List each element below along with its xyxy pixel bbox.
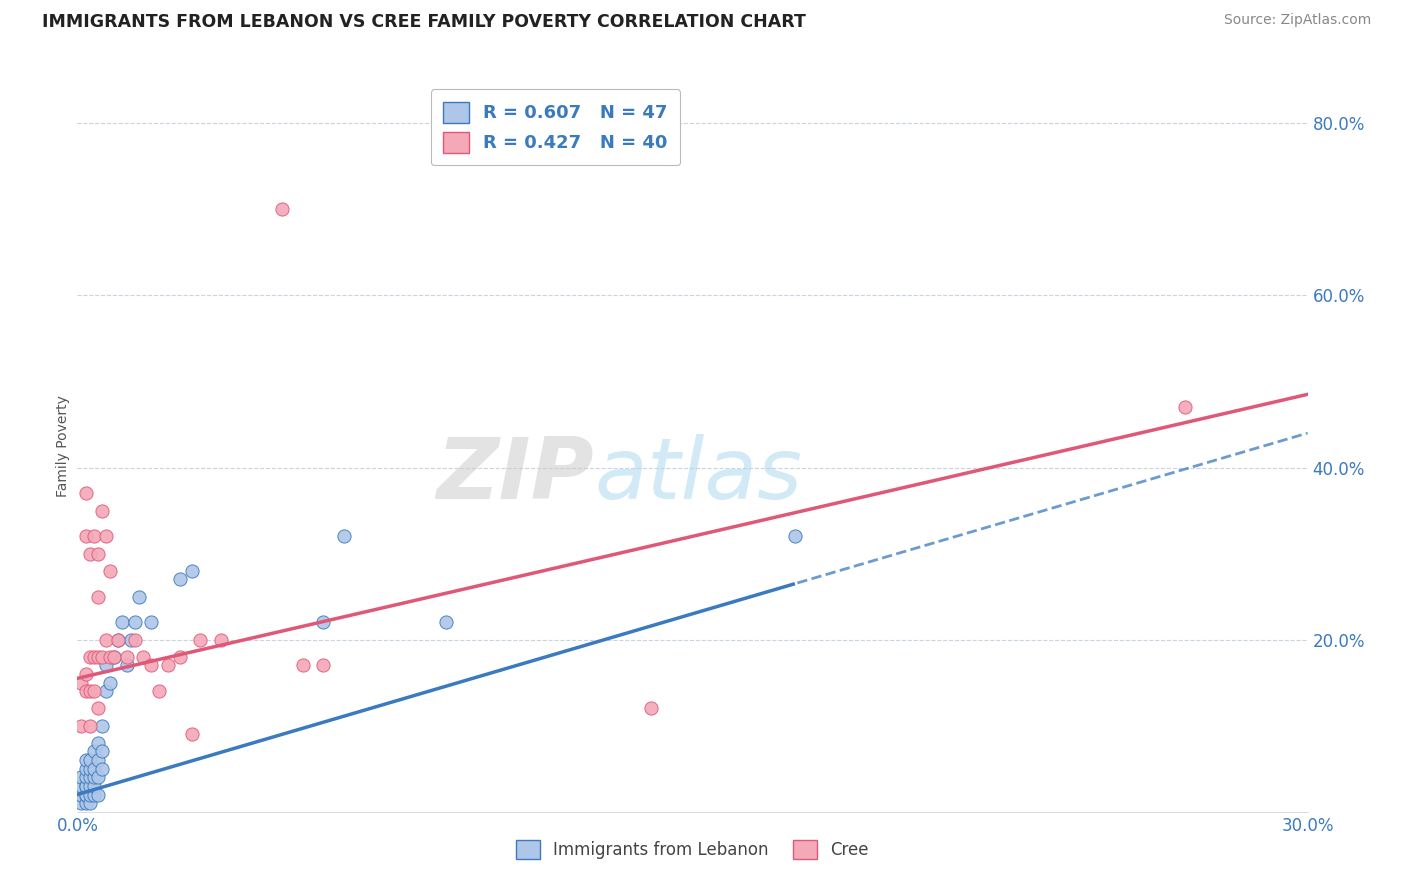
Point	[333, 529, 356, 543]
Point	[94, 632, 117, 647]
Point	[291, 658, 314, 673]
Point	[70, 675, 93, 690]
Point	[312, 615, 335, 630]
Point	[75, 779, 97, 793]
Point	[783, 529, 806, 543]
Point	[141, 615, 163, 630]
Point	[124, 632, 146, 647]
Point	[87, 753, 110, 767]
Point	[124, 615, 146, 630]
Point	[90, 649, 114, 664]
Point	[79, 547, 101, 561]
Point	[107, 632, 129, 647]
Point	[83, 684, 105, 698]
Point	[94, 658, 117, 673]
Point	[70, 719, 93, 733]
Point	[75, 667, 97, 681]
Point	[1174, 401, 1197, 415]
Point	[640, 701, 662, 715]
Point	[148, 684, 170, 698]
Point	[436, 615, 458, 630]
Point	[75, 529, 97, 543]
Point	[98, 649, 121, 664]
Point	[107, 632, 129, 647]
Text: ZIP: ZIP	[436, 434, 595, 516]
Point	[98, 564, 121, 578]
Point	[90, 503, 114, 517]
Point	[83, 779, 105, 793]
Point	[75, 779, 97, 793]
Point	[79, 684, 101, 698]
Point	[181, 727, 204, 741]
Point	[79, 649, 101, 664]
Point	[90, 762, 114, 776]
Point	[98, 675, 121, 690]
Point	[141, 658, 163, 673]
Point	[83, 788, 105, 802]
Point	[87, 736, 110, 750]
Point	[94, 684, 117, 698]
Point	[90, 744, 114, 758]
Text: IMMIGRANTS FROM LEBANON VS CREE FAMILY POVERTY CORRELATION CHART: IMMIGRANTS FROM LEBANON VS CREE FAMILY P…	[42, 13, 806, 31]
Point	[75, 762, 97, 776]
Point	[70, 779, 93, 793]
Point	[181, 564, 204, 578]
Point	[79, 753, 101, 767]
Point	[188, 632, 212, 647]
Point	[79, 796, 101, 810]
Point	[75, 684, 97, 698]
Point	[128, 590, 150, 604]
Point	[111, 615, 134, 630]
Point	[87, 547, 110, 561]
Point	[169, 649, 191, 664]
Point	[75, 796, 97, 810]
Point	[70, 770, 93, 784]
Point	[312, 658, 335, 673]
Point	[90, 719, 114, 733]
Point	[87, 590, 110, 604]
Point	[132, 649, 155, 664]
Point	[75, 770, 97, 784]
Point	[209, 632, 232, 647]
Point	[87, 770, 110, 784]
Point	[83, 529, 105, 543]
Text: Source: ZipAtlas.com: Source: ZipAtlas.com	[1223, 13, 1371, 28]
Point	[83, 649, 105, 664]
Point	[75, 788, 97, 802]
Point	[120, 632, 142, 647]
Point	[79, 779, 101, 793]
Point	[70, 796, 93, 810]
Point	[83, 770, 105, 784]
Legend: Immigrants from Lebanon, Cree: Immigrants from Lebanon, Cree	[509, 833, 876, 865]
Y-axis label: Family Poverty: Family Poverty	[56, 395, 70, 497]
Point	[87, 649, 110, 664]
Point	[87, 788, 110, 802]
Point	[115, 649, 138, 664]
Point	[75, 753, 97, 767]
Point	[79, 770, 101, 784]
Point	[156, 658, 179, 673]
Point	[94, 529, 117, 543]
Point	[87, 701, 110, 715]
Point	[79, 762, 101, 776]
Point	[70, 788, 93, 802]
Point	[103, 649, 125, 664]
Text: atlas: atlas	[595, 434, 801, 516]
Point	[271, 202, 294, 217]
Point	[75, 486, 97, 500]
Point	[169, 573, 191, 587]
Point	[79, 788, 101, 802]
Point	[115, 658, 138, 673]
Point	[75, 788, 97, 802]
Point	[79, 719, 101, 733]
Point	[83, 744, 105, 758]
Point	[103, 649, 125, 664]
Point	[83, 762, 105, 776]
